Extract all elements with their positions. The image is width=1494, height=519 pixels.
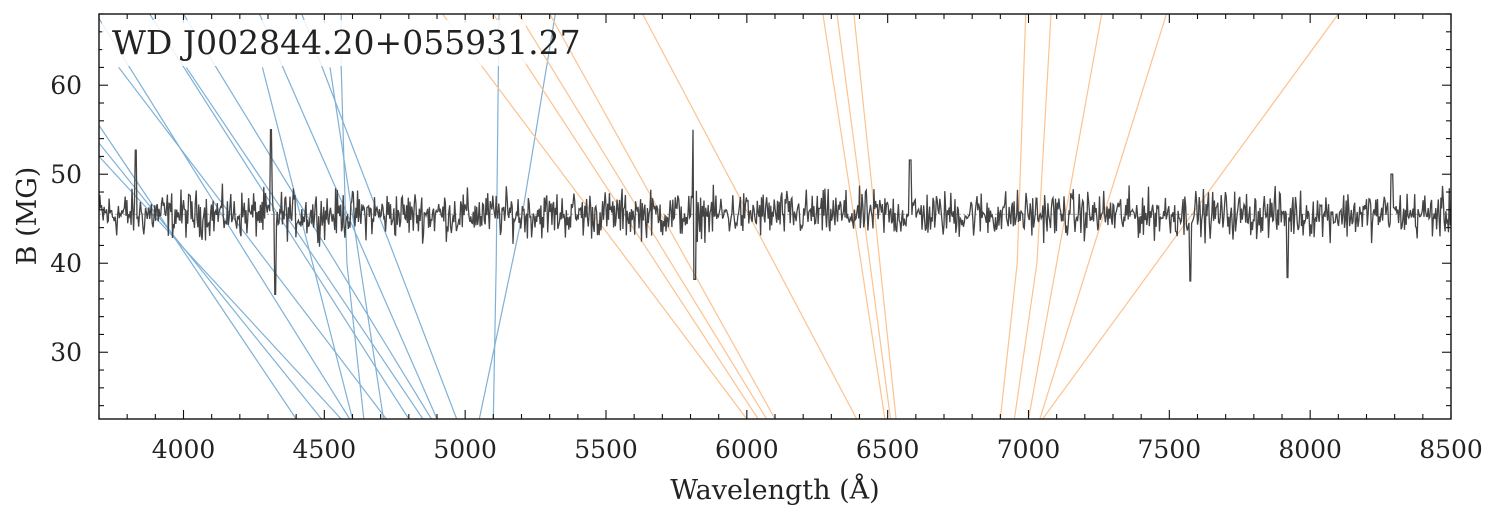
x-tick-label: 8500: [1419, 435, 1483, 464]
x-tick-label: 6500: [856, 435, 920, 464]
x-tick-label: 4000: [152, 435, 216, 464]
track-curve-19: [549, 14, 776, 419]
x-tick-label: 4500: [293, 435, 357, 464]
track-curve-27: [1039, 14, 1168, 419]
track-curve-25: [1013, 14, 1052, 419]
x-tick-label: 6000: [715, 435, 779, 464]
x-tick-label: 7000: [997, 435, 1061, 464]
track-curve-8: [182, 14, 432, 419]
spectrum-layer: [99, 129, 1451, 296]
track-curve-4: [99, 18, 351, 419]
x-tick-label: 7500: [1138, 435, 1202, 464]
chart-title: WD J002844.20+055931.27: [112, 23, 581, 62]
y-tick-label: 40: [50, 249, 82, 278]
x-tick-label: 5000: [433, 435, 497, 464]
title-backdrop: [102, 20, 526, 66]
track-curve-24: [999, 14, 1027, 419]
track-curve-12: [329, 67, 385, 419]
track-curve-7: [185, 67, 424, 419]
x-tick-label: 8000: [1278, 435, 1342, 464]
x-tick-label: 5500: [574, 435, 638, 464]
y-tick-label: 30: [50, 338, 82, 367]
track-curve-9: [258, 14, 438, 419]
y-tick-label: 60: [50, 71, 82, 100]
track-curve-14: [492, 14, 500, 419]
track-curve-1: [99, 124, 297, 419]
axis-ticks: [98, 13, 1452, 419]
track-curve-5: [118, 67, 387, 419]
spectrum-line: [99, 129, 1451, 296]
x-tick-labels: 4000 4500 5000 5500 6000 6500 7000 7500 8000 8500: [152, 435, 1483, 464]
track-curve-23: [853, 14, 897, 419]
y-axis-label: B (MG): [12, 167, 43, 266]
y-tick-label: 50: [50, 160, 82, 189]
plot-frame: [98, 13, 1452, 420]
track-curve-28: [1042, 14, 1339, 419]
track-curve-3: [99, 155, 342, 419]
track-curve-11: [261, 67, 354, 419]
y-tick-labels: 30 40 50 60: [50, 71, 82, 367]
x-axis-label: Wavelength (Å): [670, 473, 879, 506]
